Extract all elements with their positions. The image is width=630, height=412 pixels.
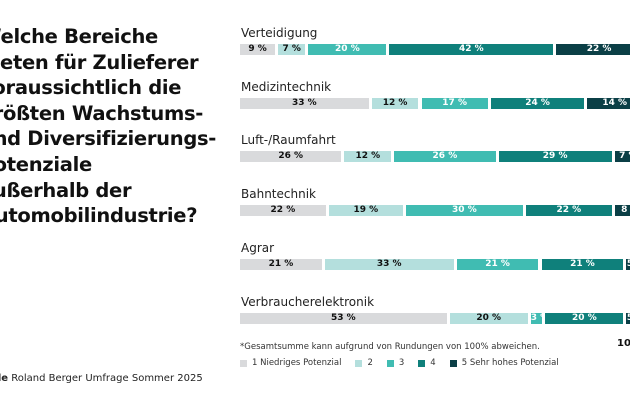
category-label: Agrar <box>241 241 275 255</box>
bar-segment: 7 % <box>278 44 306 55</box>
bar-segment: 21 % <box>240 259 322 270</box>
legend-item: 2 <box>355 358 373 368</box>
bar-segment: 42 % <box>389 44 554 55</box>
category-label: Verbraucherelektronik <box>241 295 375 309</box>
bar-segment: 33 % <box>324 259 454 270</box>
legend-label: 1 Niedriges Potenzial <box>252 358 342 368</box>
source-label: Quelle <box>0 373 9 384</box>
category-label: Medizintechnik <box>241 80 332 94</box>
bar-segment: 21 % <box>456 259 539 270</box>
bar-segment: 22 % <box>556 44 630 55</box>
title-line: voraussichtlich die <box>0 76 182 100</box>
legend-swatch <box>449 359 457 367</box>
bar-segment: 21 % <box>541 259 624 270</box>
bar-segment: 24 % <box>490 98 585 109</box>
title-line: potenziale <box>0 152 92 176</box>
category-label: Bahntechnik <box>241 187 316 201</box>
legend-item: 1 Niedriges Potenzial <box>240 358 341 368</box>
title-line: Automobilindustrie? <box>0 204 198 228</box>
bar-segment: 12 % <box>344 151 392 162</box>
legend-swatch <box>240 359 247 367</box>
bar-segment: 33 % <box>240 98 369 109</box>
bar-segment: 3 % <box>530 313 550 324</box>
bar-segment: 5 % <box>626 259 630 270</box>
legend-item: 4 <box>418 358 436 368</box>
bar-segment: 26 % <box>240 151 342 162</box>
title-line: und Diversifizierungs- <box>0 127 217 151</box>
bar-segment: 26 % <box>394 151 496 162</box>
legend-item: 5 Sehr hohes Potenzial <box>449 358 559 368</box>
bar-segment: 22 % <box>525 205 612 216</box>
legend-label: 4 <box>430 358 436 368</box>
legend-swatch <box>355 359 363 367</box>
title-line: bieten für Zulieferer <box>0 50 199 74</box>
bar-segment: 20 % <box>308 44 387 55</box>
title-line: außerhalb der <box>0 178 132 202</box>
bar-segment: 19 % <box>328 205 403 216</box>
bar-segment: 8 % <box>614 205 630 216</box>
bar-segment: 20 % <box>449 313 528 324</box>
title-line: größten Wachstums- <box>0 101 204 125</box>
bar-segment: 53 % <box>240 313 447 324</box>
bar-segment: 14 % <box>587 98 630 109</box>
bar-segment: 30 % <box>405 205 523 216</box>
footnote: *Gesamtsumme kann aufgrund von Rundungen… <box>240 342 540 352</box>
bar-segment: 5 % <box>626 313 630 324</box>
bar-segment: 9 % <box>240 44 276 55</box>
legend-label: 3 <box>398 358 405 368</box>
bar-segment: 12 % <box>371 98 419 109</box>
source-text: Roland Berger Umfrage Sommer 2025 <box>8 373 203 384</box>
legend-label: 2 <box>367 358 373 368</box>
source: Quelle Roland Berger Umfrage Sommer 2025 <box>0 373 203 384</box>
bar-segment: 7 % <box>614 151 630 162</box>
total-label: 100% <box>617 338 630 349</box>
legend: 1 Niedriges Potenzial 2 3 4 5 Sehr hohes Pot… <box>240 358 559 368</box>
bar-segment: 20 % <box>545 313 624 324</box>
bar-segment: 22 % <box>240 205 326 216</box>
legend-label: 5 Sehr hohes Potenzial <box>461 358 559 368</box>
legend-swatch <box>386 359 394 367</box>
legend-item: 3 <box>386 358 405 368</box>
legend-swatch <box>418 359 426 367</box>
title-line: Welche Bereiche <box>0 25 158 48</box>
category-label: Luft-/Raumfahrt <box>241 133 336 147</box>
bar-segment: 29 % <box>498 151 612 162</box>
category-label: Verteidigung <box>241 26 318 40</box>
bar-segment: 17 % <box>421 98 488 109</box>
